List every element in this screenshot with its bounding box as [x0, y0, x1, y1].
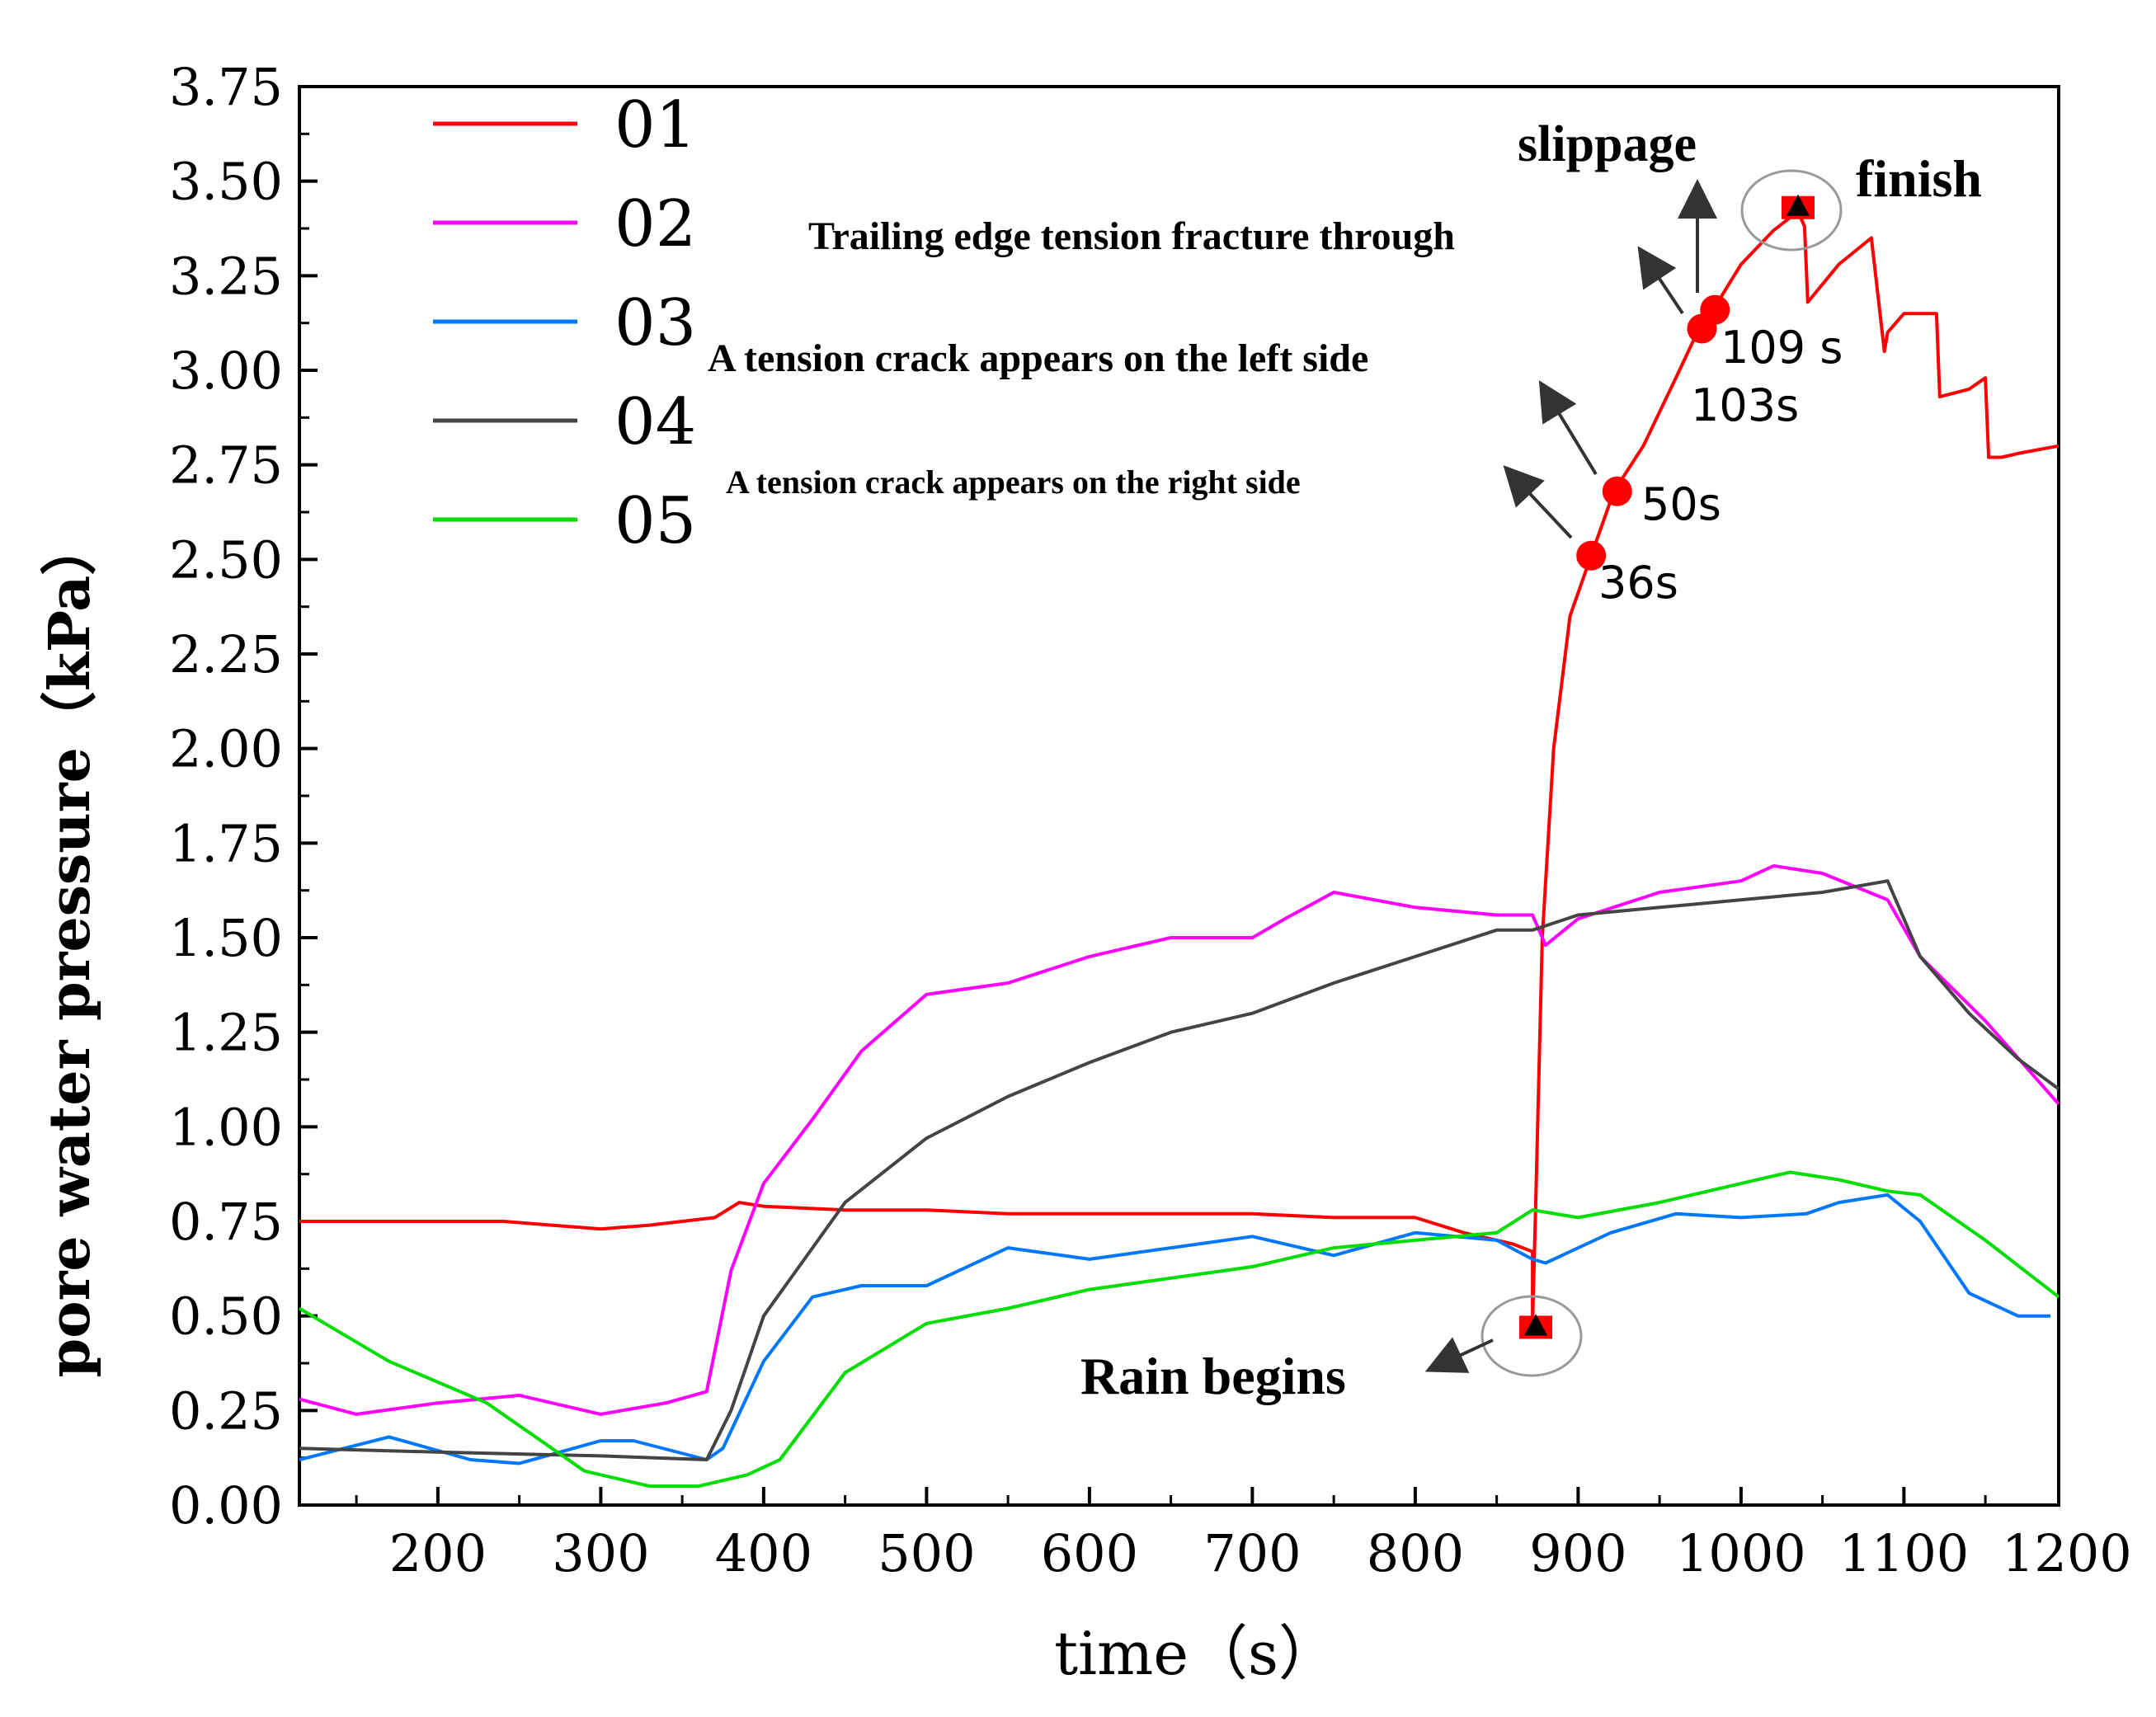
- time-103s-label: 103s: [1691, 379, 1799, 431]
- x-axis-ticks: 200 300 400 500 600 700 800 900 1000 1100 1200: [355, 1487, 2132, 1583]
- y-tick-label: 3.00: [169, 341, 283, 401]
- plot-frame: [298, 85, 2060, 1507]
- x-tick-label: 1000: [1676, 1523, 1806, 1583]
- y-tick-label: 0.25: [169, 1381, 283, 1441]
- time-50s-label: 50s: [1641, 478, 1721, 530]
- event-marker-triangle: [1524, 1314, 1548, 1336]
- legend: 01 02 03 04 05: [433, 88, 696, 558]
- event-marker-circle: [1576, 540, 1607, 571]
- legend-label-01: 01: [614, 88, 696, 162]
- series-lines: [298, 209, 2060, 1489]
- event-marker-triangle: [1786, 194, 1810, 216]
- series-line-01: [299, 209, 2059, 1325]
- x-tick-label: 1100: [1838, 1523, 1969, 1583]
- y-tick-label: 2.75: [169, 435, 283, 496]
- event-marker-circle: [1602, 476, 1632, 506]
- x-axis-title: time（s）: [1054, 1619, 1338, 1688]
- left-crack-label: A tension crack appears on the left side: [708, 336, 1368, 380]
- x-tick-label: 700: [1203, 1523, 1301, 1583]
- series-line-02: [299, 863, 2060, 1416]
- x-tick-label: 300: [552, 1523, 649, 1583]
- y-tick-label: 1.25: [169, 1003, 283, 1063]
- event-markers: [1519, 194, 1815, 1339]
- y-tick-label: 2.00: [169, 719, 283, 779]
- x-tick-label: 200: [389, 1523, 487, 1583]
- rain-begins-arrow: [1424, 1337, 1494, 1373]
- y-tick-label: 1.75: [169, 813, 283, 873]
- y-tick-label: 1.00: [169, 1097, 283, 1157]
- y-axis-ticks: 0.00 0.25 0.50 0.75 1.00 1.25 1.50 1.75 2.00 2.25…: [169, 57, 318, 1536]
- finish-label: finish: [1856, 149, 1982, 208]
- x-tick-label: 1200: [2002, 1523, 2132, 1583]
- trailing-edge-arrow: [1637, 246, 1684, 315]
- rain-begins-label: Rain begins: [1080, 1347, 1346, 1405]
- y-tick-label: 0.50: [169, 1287, 283, 1347]
- legend-label-05: 05: [614, 484, 696, 558]
- x-tick-label: 900: [1529, 1523, 1626, 1583]
- series-line-05: [298, 1170, 2060, 1489]
- time-36s-label: 36s: [1598, 557, 1678, 609]
- y-tick-label: 2.50: [169, 529, 283, 590]
- x-tick-label: 800: [1367, 1523, 1464, 1583]
- right-crack-label: A tension crack appears on the right sid…: [726, 463, 1301, 501]
- finish-highlight-circle: [1740, 169, 1843, 252]
- x-tick-label: 500: [878, 1523, 975, 1583]
- right-crack-arrow: [1503, 465, 1573, 539]
- legend-label-04: 04: [614, 385, 696, 459]
- series-line-03: [299, 1192, 2051, 1465]
- series-line-04: [299, 879, 2060, 1461]
- x-tick-label: 400: [715, 1523, 812, 1583]
- y-axis-title: pore water pressure（kPa）: [37, 520, 103, 1378]
- y-tick-label: 3.25: [169, 246, 283, 306]
- legend-label-02: 02: [614, 187, 696, 261]
- y-tick-label: 3.50: [169, 152, 283, 212]
- left-crack-arrow: [1538, 380, 1598, 476]
- y-tick-label: 2.25: [169, 624, 283, 684]
- slippage-label: slippage: [1518, 116, 1697, 172]
- y-tick-label: 0.75: [169, 1192, 283, 1252]
- x-tick-label: 600: [1041, 1523, 1138, 1583]
- time-109s-label: 109 s: [1721, 322, 1843, 374]
- legend-label-03: 03: [614, 286, 696, 360]
- event-marker-circle: [1700, 294, 1730, 325]
- y-tick-label: 0.00: [169, 1475, 283, 1536]
- rain-begins-highlight-circle: [1480, 1295, 1583, 1377]
- y-tick-label: 3.75: [169, 57, 283, 117]
- y-tick-label: 1.50: [169, 908, 283, 968]
- annotation-arrows: [1424, 179, 1717, 1373]
- trailing-edge-label: Trailing edge tension fracture through: [808, 214, 1455, 258]
